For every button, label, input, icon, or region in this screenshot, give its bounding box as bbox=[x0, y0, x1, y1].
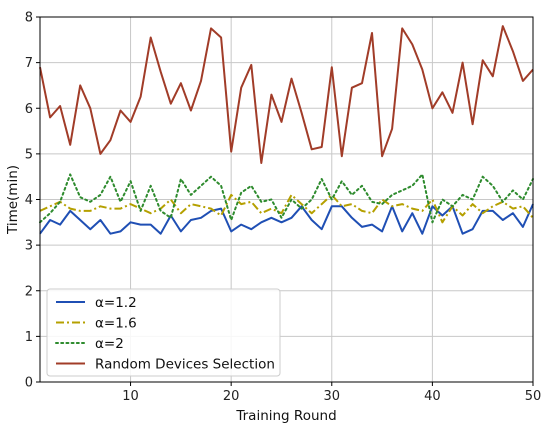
y-tick-label: 8 bbox=[25, 11, 33, 26]
y-tick-label: 0 bbox=[25, 376, 33, 391]
y-tick-label: 6 bbox=[25, 102, 33, 117]
series-line-3 bbox=[39, 173, 534, 224]
x-tick-label: 40 bbox=[424, 389, 441, 404]
legend-label-1: α=1.2 bbox=[95, 295, 137, 311]
y-tick-label: 3 bbox=[25, 239, 33, 254]
series-line-2 bbox=[39, 193, 534, 224]
x-tick-label: 30 bbox=[324, 389, 341, 404]
legend-label-3: α=2 bbox=[95, 336, 124, 352]
y-axis-label: Time(min) bbox=[5, 165, 21, 235]
y-tick-label: 2 bbox=[25, 284, 33, 299]
y-tick-label: 4 bbox=[25, 193, 33, 208]
series-line-4 bbox=[39, 25, 534, 164]
series-lines bbox=[39, 25, 534, 235]
legend: α=1.2 α=1.6 α=2 Random Devices Selection bbox=[46, 288, 281, 377]
legend-box bbox=[46, 288, 281, 377]
x-tick-label: 20 bbox=[223, 389, 240, 404]
x-tick-label: 50 bbox=[525, 389, 542, 404]
legend-label-2: α=1.6 bbox=[95, 316, 137, 332]
axis-ticks: 0 1 2 3 4 5 6 7 8 10 20 30 40 50 bbox=[25, 11, 542, 405]
y-tick-label: 1 bbox=[25, 330, 33, 345]
y-tick-label: 7 bbox=[25, 56, 33, 71]
y-tick-label: 5 bbox=[25, 147, 33, 162]
legend-label-4: Random Devices Selection bbox=[95, 357, 275, 373]
x-axis-label: Training Round bbox=[235, 408, 336, 424]
x-tick-label: 10 bbox=[122, 389, 139, 404]
